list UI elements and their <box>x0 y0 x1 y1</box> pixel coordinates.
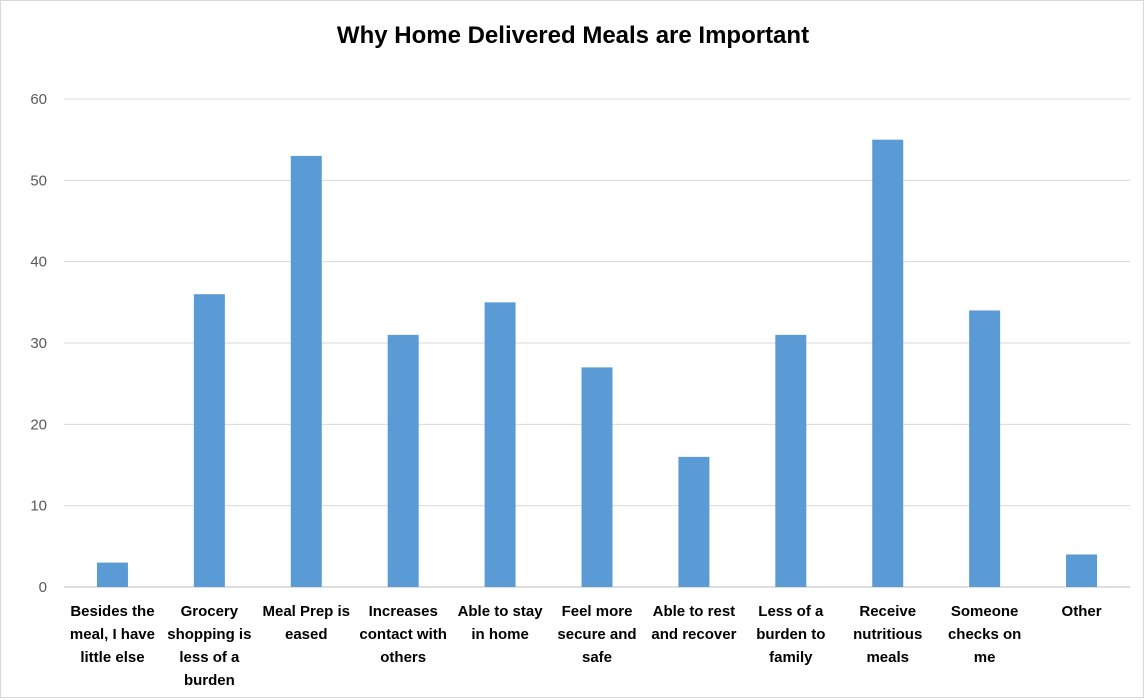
x-category-label: Increases contact with others <box>359 603 447 666</box>
x-category-label: Feel more secure and safe <box>557 603 636 666</box>
bar <box>387 334 419 587</box>
chart-title: Why Home Delivered Meals are Important <box>336 22 810 49</box>
y-tick-label: 30 <box>30 335 47 352</box>
x-category-label: Able to stay in home <box>458 603 544 643</box>
bar <box>96 562 128 587</box>
bar <box>290 155 322 587</box>
bar <box>775 334 807 587</box>
y-tick-label: 0 <box>39 579 47 596</box>
y-tick-label: 60 <box>30 91 47 108</box>
y-tick-label: 50 <box>30 172 47 189</box>
y-tick-label: 10 <box>30 498 47 515</box>
x-category-label: Besides the meal, I have little else <box>70 603 155 666</box>
bar <box>969 310 1001 587</box>
bar <box>678 456 710 587</box>
bar <box>484 302 516 587</box>
bar <box>193 294 225 587</box>
bar <box>872 139 904 587</box>
x-category-label: Less of a burden to family <box>756 603 825 666</box>
bar <box>581 367 613 587</box>
x-category-label: Able to rest and recover <box>651 603 736 643</box>
x-category-label: Meal Prep is eased <box>262 603 350 643</box>
x-category-label: Grocery shopping is less of a burden <box>167 603 251 689</box>
x-category-label: Receive nutritious meals <box>853 603 922 666</box>
x-category-label: Other <box>1062 603 1102 620</box>
x-category-label: Someone checks on me <box>948 603 1021 666</box>
y-tick-label: 40 <box>30 254 47 271</box>
y-tick-label: 20 <box>30 416 47 433</box>
bar <box>1066 554 1098 587</box>
